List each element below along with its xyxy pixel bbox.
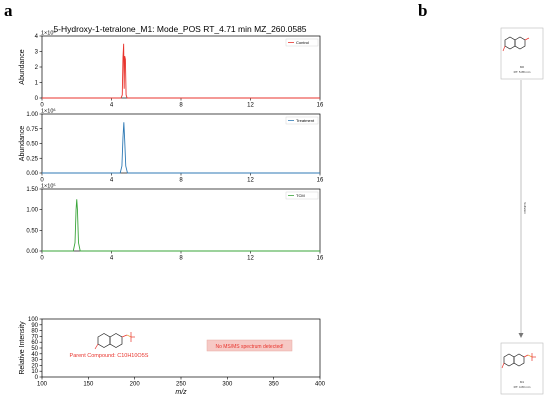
bottom-compound-rt: RT: 4.80 min [514, 385, 531, 389]
y-tick-label: 90 [31, 323, 38, 329]
legend-label: Control [296, 40, 309, 45]
x-tick-label: 300 [222, 382, 233, 388]
y-axis-label: Abundance [19, 126, 26, 162]
chart-title: 5-Hydroxy-1-tetralone_M1: Mode_POS RT_4.… [53, 24, 306, 34]
no-msms-label: No MS/MS spectrum detected! [215, 344, 283, 350]
x-tick-label: 400 [315, 382, 326, 388]
y-tick-label: 1 [35, 81, 39, 87]
y-tick-label: 50 [31, 346, 38, 352]
y-tick-label: 1.50 [26, 187, 38, 193]
plot-frame [41, 188, 321, 252]
x-tick-label: 4 [110, 256, 114, 262]
x-tick-label: 8 [179, 103, 183, 109]
x-tick-label: 350 [269, 382, 280, 388]
y-tick-label: 0 [35, 375, 39, 381]
x-tick-label: 16 [317, 178, 324, 184]
y-tick-label: 3 [35, 50, 39, 56]
x-tick-label: 12 [247, 178, 254, 184]
y-tick-label: 0.00 [26, 249, 38, 255]
no-msms-box [206, 339, 293, 352]
x-tick-label: 12 [247, 103, 254, 109]
x-tick-label: 0 [40, 256, 44, 262]
pathway-arrow-head [518, 333, 524, 338]
legend-label: Treatment [296, 118, 315, 123]
y-tick-label: 4 [35, 34, 39, 40]
y-tick-label: 20 [31, 363, 38, 369]
x-tick-label: 4 [110, 178, 114, 184]
y-tick-label: 0.00 [26, 171, 38, 177]
chart-4: 100 150 200 250 300 350 400 0102030405060708090… [19, 317, 326, 396]
y-tick-label: 0.75 [26, 127, 38, 133]
series-line [42, 43, 320, 99]
series-line [42, 122, 320, 174]
x-tick-label: 250 [176, 382, 187, 388]
y-tick-label: 10 [31, 369, 38, 375]
y-tick-label: 1.00 [26, 112, 38, 118]
y-tick-label: 0.25 [26, 156, 38, 162]
x-tick-label: 12 [247, 256, 254, 262]
y-tick-label: 70 [31, 334, 38, 340]
y-tick-label: 80 [31, 329, 38, 335]
x-tick-label: 16 [317, 103, 324, 109]
y-tick-label: 40 [31, 352, 38, 358]
x-tick-label: 8 [179, 256, 183, 262]
y-tick-label: 100 [28, 317, 39, 323]
bottom-structure [501, 353, 536, 369]
panel-letter-b: b [418, 1, 427, 20]
chart-3: 0 4 8 12 16 0.00 0.50 1.00 1.501×10⁵ TCM [26, 183, 324, 262]
y-tick-label: 60 [31, 340, 38, 346]
y-multiplier: 1×10⁶ [41, 108, 56, 115]
bottom-compound-id: M1 [520, 380, 524, 384]
y-multiplier: 1×10⁵ [41, 30, 56, 37]
y-multiplier: 1×10⁵ [41, 183, 56, 190]
bottom-compound-box [500, 342, 544, 395]
x-tick-label: 16 [317, 256, 324, 262]
panel-letter-a: a [4, 1, 13, 20]
pathway: M0 RT: 5.88 min Sulfation M1 RT: 4.80 mi… [500, 27, 544, 395]
reaction-label: Sulfation [523, 202, 527, 214]
y-tick-label: 0.50 [26, 228, 38, 234]
x-tick-label: 8 [179, 178, 183, 184]
y-tick-label: 1.00 [26, 208, 38, 214]
top-structure [502, 36, 530, 52]
plot-frame [41, 35, 321, 99]
series-line [42, 199, 320, 252]
x-tick-label: 4 [110, 103, 114, 109]
x-axis-label: m/z [175, 389, 187, 396]
x-tick-label: 0 [40, 178, 44, 184]
x-tick-label: 150 [83, 382, 94, 388]
legend-label: TCM [296, 193, 305, 198]
legend-box [285, 116, 319, 125]
x-tick-label: 100 [37, 382, 48, 388]
plot-frame [41, 113, 321, 174]
y-tick-label: 0 [35, 96, 39, 102]
y-tick-label: 0.50 [26, 142, 38, 148]
legend-box [285, 38, 319, 47]
chart-2: 0 4 8 12 16 0.00 0.25 0.50 0.75 1.00 Abundance 1×10… [19, 108, 324, 184]
y-tick-label: 30 [31, 358, 38, 364]
parent-structure [94, 332, 135, 350]
parent-compound-label: Parent Compound: C10H10O5S [70, 353, 149, 359]
top-compound-rt: RT: 5.88 min [514, 70, 531, 74]
legend-box [285, 191, 319, 200]
y-tick-label: 2 [35, 65, 39, 71]
y-axis-label: Abundance [19, 49, 26, 85]
x-tick-label: 200 [130, 382, 141, 388]
top-compound-box [500, 27, 544, 80]
top-compound-id: M0 [520, 65, 524, 69]
x-tick-label: 0 [40, 103, 44, 109]
y-axis-label: Relative Intensity [19, 321, 26, 375]
